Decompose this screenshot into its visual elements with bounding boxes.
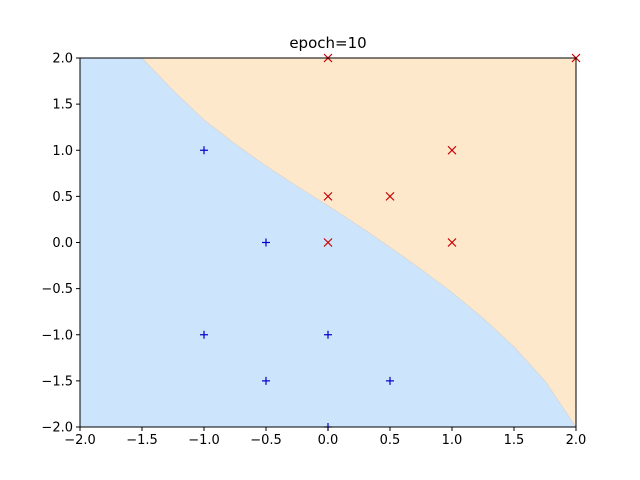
x-tick-label: 0.5 bbox=[380, 433, 401, 448]
y-tick-label: 0.0 bbox=[52, 236, 73, 251]
plus-marker bbox=[386, 376, 394, 385]
region-upper-right bbox=[141, 57, 577, 428]
plus-marker bbox=[262, 376, 270, 385]
y-tick-label: 1.0 bbox=[52, 144, 73, 159]
plus-marker bbox=[200, 330, 208, 339]
plus-marker bbox=[200, 146, 208, 155]
x-tick-label: 1.0 bbox=[442, 433, 463, 448]
plus-marker bbox=[324, 330, 332, 339]
cross-marker bbox=[447, 238, 457, 247]
y-tick-label: −2.0 bbox=[41, 421, 73, 436]
x-axis: −2.0 −1.5 −1.0 −0.5 0.0 0.5 1.0 1.5 2.0 bbox=[64, 427, 586, 448]
x-tick-label: 0.0 bbox=[318, 433, 339, 448]
x-tick-label: −1.0 bbox=[188, 433, 220, 448]
plus-marker bbox=[262, 238, 270, 247]
cross-marker bbox=[323, 191, 333, 201]
y-tick-label: 0.5 bbox=[52, 190, 73, 205]
y-axis: −2.0 −1.5 −1.0 −0.5 0.0 0.5 1.0 1.5 2.0 bbox=[41, 52, 80, 436]
y-tick-label: −1.5 bbox=[41, 374, 73, 389]
x-tick-label: 2.0 bbox=[566, 433, 587, 448]
chart-title: epoch=10 bbox=[289, 34, 366, 52]
x-tick-label: 1.5 bbox=[504, 433, 525, 448]
x-tick-label: −2.0 bbox=[64, 433, 96, 448]
y-tick-label: 1.5 bbox=[52, 98, 73, 113]
y-tick-label: −1.0 bbox=[41, 328, 73, 343]
x-tick-label: −1.5 bbox=[126, 433, 158, 448]
y-tick-label: −0.5 bbox=[41, 282, 73, 297]
plot-frame bbox=[79, 57, 577, 428]
cross-marker bbox=[447, 145, 457, 155]
x-tick-label: −0.5 bbox=[250, 433, 282, 448]
y-tick-label: 2.0 bbox=[52, 52, 73, 67]
cross-marker bbox=[323, 238, 333, 247]
cross-marker bbox=[385, 191, 395, 201]
plot-area bbox=[80, 53, 581, 431]
